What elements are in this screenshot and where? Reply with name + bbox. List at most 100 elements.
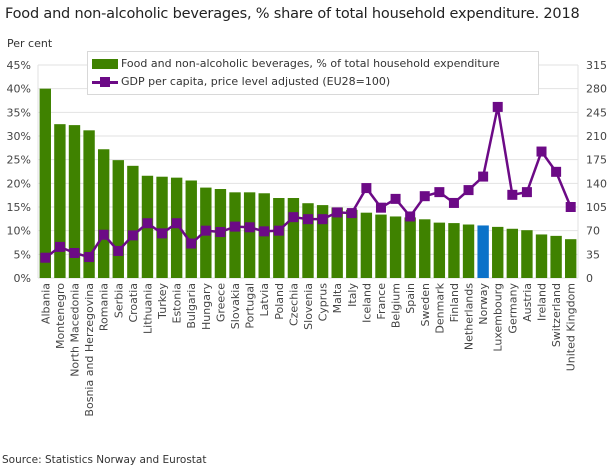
x-tick-label: France — [375, 283, 388, 320]
source-note: Source: Statistics Norway and Eurostat — [2, 454, 207, 466]
legend: Food and non-alcoholic beverages, % of t… — [87, 51, 539, 95]
line-series — [40, 101, 576, 263]
bar — [287, 198, 300, 278]
x-tick-label: Switzerland — [550, 283, 563, 347]
line-marker — [375, 202, 386, 213]
line-marker — [405, 211, 416, 222]
y2-tick-label: 210 — [586, 130, 607, 143]
line-marker — [536, 146, 547, 157]
line-marker — [142, 218, 153, 229]
y-tick-label: 15% — [7, 201, 31, 214]
line-marker — [565, 202, 576, 212]
line-marker — [215, 227, 226, 238]
legend-item-gdp: GDP per capita, price level adjusted (EU… — [92, 75, 390, 88]
line-marker — [186, 238, 197, 249]
y-tick-label: 20% — [7, 177, 31, 190]
bar — [535, 234, 548, 278]
bar — [477, 225, 489, 278]
bar — [419, 219, 431, 278]
y-tick-label: 25% — [7, 154, 31, 167]
legend-label: GDP per capita, price level adjusted (EU… — [121, 75, 391, 88]
x-tick-label: Italy — [346, 283, 359, 307]
right-y-axis: 0 35 70 105 140 175 210 245 280 315 — [586, 59, 607, 285]
bar — [521, 230, 533, 278]
x-tick-label: Malta — [331, 283, 344, 313]
x-tick-label: Iceland — [360, 283, 373, 323]
bar — [404, 217, 416, 278]
line-marker — [273, 225, 284, 236]
x-tick-label: Norway — [477, 283, 490, 325]
x-tick-label: Belgium — [390, 283, 403, 328]
line-marker — [84, 252, 95, 263]
bar — [506, 228, 519, 278]
line-marker — [200, 225, 211, 236]
y2-tick-label: 245 — [586, 106, 607, 119]
bar — [389, 216, 402, 278]
x-tick-label: Denmark — [433, 282, 446, 333]
bar — [302, 203, 314, 278]
x-tick-label: Netherlands — [463, 283, 476, 350]
bar — [112, 160, 124, 278]
y-tick-label: 45% — [7, 59, 31, 72]
x-tick-label: Luxembourg — [492, 283, 505, 352]
x-tick-label: Romania — [98, 283, 111, 331]
line-marker — [390, 193, 401, 204]
y-tick-label: 10% — [7, 225, 31, 238]
bar — [462, 224, 475, 278]
line-marker — [127, 230, 138, 241]
y2-tick-label: 280 — [586, 83, 607, 96]
y2-tick-label: 70 — [586, 225, 600, 238]
line-marker — [230, 221, 241, 232]
x-tick-label: Poland — [273, 283, 286, 320]
x-tick-label: Sweden — [419, 283, 432, 326]
bar — [54, 124, 66, 279]
y-tick-label: 40% — [7, 83, 31, 96]
bar — [360, 212, 373, 278]
x-tick-label: Slovenia — [302, 283, 315, 330]
bar — [127, 165, 139, 278]
legend-item-food-share: Food and non-alcoholic beverages, % of t… — [92, 57, 500, 70]
y2-tick-label: 0 — [586, 272, 593, 285]
line-marker-icon — [92, 76, 118, 88]
left-y-axis: 0% 5% 10% 15% 20% 25% 30% 35% 40% 45% — [7, 59, 31, 285]
x-tick-label: Turkey — [156, 283, 169, 320]
y-tick-label: 0% — [14, 272, 31, 285]
x-tick-label: Germany — [506, 283, 519, 334]
x-tick-label: Slovakia — [229, 283, 242, 329]
bar — [185, 180, 197, 278]
x-tick-label: Greece — [214, 283, 227, 322]
line-marker — [171, 218, 182, 229]
line-marker — [492, 101, 503, 112]
bar — [316, 205, 329, 278]
line-marker — [98, 229, 109, 240]
x-tick-label: Czechia — [287, 283, 300, 326]
chart-title: Food and non-alcoholic beverages, % shar… — [5, 6, 580, 22]
bar — [448, 223, 460, 278]
x-tick-label: Bosnia and Herzegovina — [83, 283, 96, 417]
line-marker — [303, 214, 313, 225]
x-tick-label: Finland — [448, 283, 461, 322]
x-tick-label: Austria — [521, 283, 534, 322]
line-marker — [69, 247, 80, 258]
line-marker — [288, 212, 299, 223]
x-tick-label: Latvia — [258, 283, 271, 317]
y2-tick-label: 175 — [586, 154, 607, 167]
x-axis-labels: Albania Montenegro North Macedonia Bosnia a… — [39, 282, 577, 416]
legend-label: Food and non-alcoholic beverages, % of t… — [121, 57, 500, 70]
x-tick-label: Hungary — [200, 283, 213, 330]
line-marker — [54, 241, 65, 252]
x-tick-label: Estonia — [171, 283, 184, 324]
line-marker — [157, 228, 168, 239]
bar — [346, 209, 358, 278]
x-tick-label: Lithuania — [141, 283, 154, 334]
x-tick-label: Ireland — [536, 283, 549, 321]
y2-tick-label: 315 — [586, 59, 607, 72]
line-marker — [419, 191, 430, 202]
bar — [229, 192, 241, 278]
line-marker — [434, 187, 445, 198]
bar — [433, 222, 446, 278]
y2-tick-label: 140 — [586, 177, 607, 190]
x-tick-label: Albania — [39, 283, 52, 324]
x-tick-label: Bulgaria — [185, 283, 198, 329]
y2-tick-label: 35 — [586, 248, 600, 261]
